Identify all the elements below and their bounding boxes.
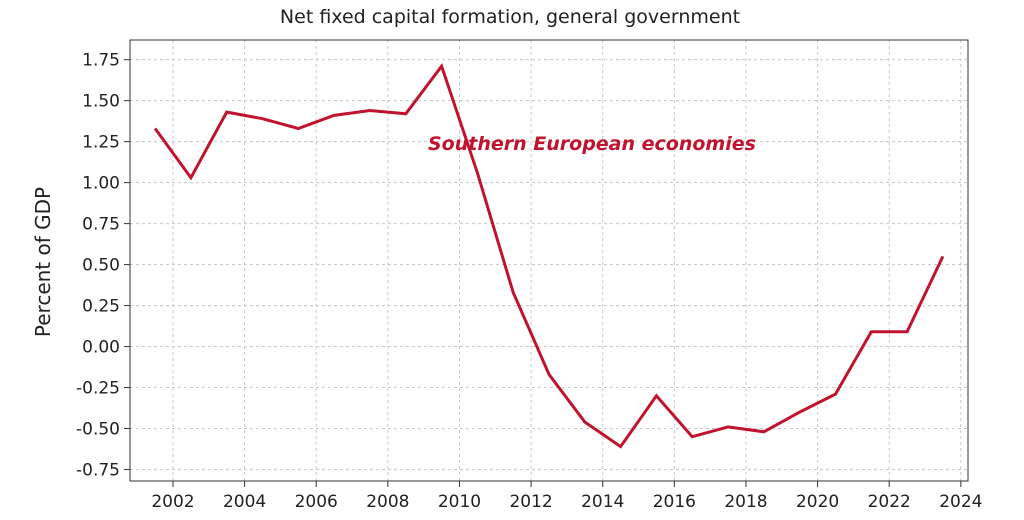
y-tick-label: 0.25 (82, 297, 120, 317)
annotations: Southern European economies (428, 133, 756, 155)
x-tick-label: 2010 (438, 492, 481, 512)
y-tick-label: 1.00 (82, 174, 120, 194)
y-tick-label: 1.25 (82, 133, 120, 153)
x-tick-label: 2024 (939, 492, 982, 512)
x-tick-label: 2012 (509, 492, 552, 512)
series-line (153, 63, 945, 449)
y-tick-label: -0.75 (76, 461, 120, 481)
grid-lines (130, 40, 968, 481)
y-axis-title: Percent of GDP (31, 187, 55, 337)
x-tick-label: 2020 (796, 492, 839, 512)
chart-title: Net fixed capital formation, general gov… (280, 6, 740, 28)
y-tick-label: -0.25 (76, 379, 120, 399)
axes: -0.75 -0.50 -0.25 0.00 0.25 0.50 0.75 1.00 1.25 1… (76, 39, 982, 512)
x-tick-label: 2006 (295, 492, 338, 512)
y-tick-label: 0.50 (82, 256, 120, 276)
y-tick-label: 0.75 (82, 215, 120, 235)
y-tick-label: -0.50 (76, 420, 120, 440)
x-tick-label: 2002 (151, 492, 194, 512)
x-tick-label: 2014 (581, 492, 624, 512)
x-tick-label: 2004 (223, 492, 266, 512)
series-lines (153, 63, 945, 449)
x-tick-label: 2018 (724, 492, 767, 512)
plot-frame (129, 39, 969, 482)
y-tick-label: 0.00 (82, 338, 120, 358)
series-annotation: Southern European economies (428, 133, 756, 155)
y-tick-label: 1.75 (82, 51, 120, 71)
x-tick-label: 2022 (868, 492, 911, 512)
x-tick-label: 2016 (653, 492, 696, 512)
x-tick-label: 2008 (366, 492, 409, 512)
y-tick-label: 1.50 (82, 92, 120, 112)
